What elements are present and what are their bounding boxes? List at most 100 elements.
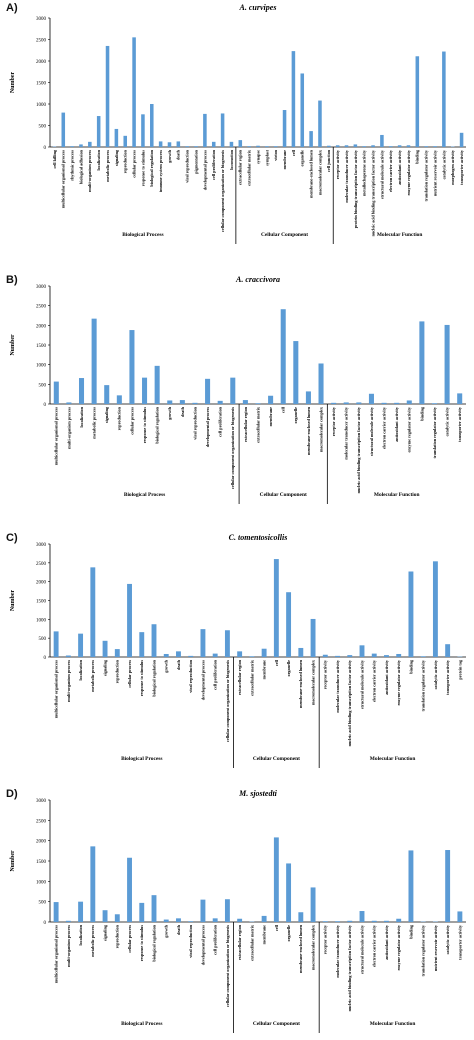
bar: [273, 146, 278, 147]
y-tick-label: 3000: [36, 799, 47, 804]
x-tick-label: response to stimulus: [139, 660, 144, 697]
bar: [442, 51, 446, 147]
bar: [78, 633, 84, 657]
x-tick-label: virion: [273, 149, 278, 160]
x-tick-label: cell: [274, 924, 279, 931]
x-tick-label: electron carrier activity: [372, 924, 377, 967]
x-tick-label: extracellular region: [238, 149, 243, 185]
x-tick-label: receptor activity: [335, 149, 340, 179]
x-tick-label: electron carrier activity: [388, 149, 393, 192]
x-tick-label: catalytic activity: [444, 406, 449, 436]
bar: [261, 648, 267, 657]
x-tick-label: nucleic acid binding transcription facto…: [356, 406, 361, 493]
x-tick-label: translation regulator activity: [432, 406, 437, 458]
x-tick-label: membrane: [262, 925, 267, 944]
bar: [268, 395, 274, 404]
y-axis-label: Number: [10, 72, 16, 94]
x-tick-label: structural molecule activity: [359, 659, 364, 709]
x-tick-label: binding: [408, 659, 413, 674]
x-tick-label: enzyme regulator activity: [406, 149, 411, 195]
x-tick-label: antioxidant activity: [394, 406, 399, 442]
x-tick-label: developmental process: [200, 925, 205, 966]
x-tick-label: biological adhesion: [78, 149, 83, 184]
chart-title: C. tomentosicollis: [229, 533, 288, 542]
x-tick-label: nucleic acid binding transcription facto…: [347, 924, 352, 1011]
x-tick-label: response to stimulus: [140, 150, 145, 187]
bar: [300, 73, 305, 147]
x-tick-label: cell killing: [52, 149, 57, 168]
x-tick-label: viral reproduction: [185, 149, 190, 182]
bar: [220, 113, 225, 147]
x-tick-label: cellular process: [127, 660, 132, 688]
bar: [344, 145, 349, 147]
x-tick-label: catalytic activity: [433, 659, 438, 689]
bar: [78, 901, 84, 922]
y-tick-label: 0: [44, 146, 47, 151]
bar: [298, 647, 304, 657]
bar: [335, 655, 340, 657]
x-tick-label: response to stimulus: [142, 407, 147, 444]
x-tick-label: reproduction: [115, 659, 120, 683]
x-tick-label: macromolecular complex: [310, 659, 315, 705]
x-tick-label: membrane-enclosed lumen: [298, 924, 303, 973]
x-tick-label: symplast: [264, 149, 269, 165]
bar: [327, 145, 331, 147]
x-tick-label: growth: [167, 149, 172, 162]
bar: [102, 640, 108, 657]
bar: [114, 914, 120, 922]
bar: [127, 583, 132, 657]
bar: [230, 377, 236, 404]
x-tick-label: structural molecule activity: [369, 406, 374, 456]
bar: [362, 146, 366, 147]
x-tick-label: developmental process: [202, 150, 207, 191]
x-tick-label: macromolecular complex: [317, 149, 322, 195]
bar: [406, 145, 411, 147]
panel-d: D) M. sjostedti Number 0 500 1000 1500 2000 250…: [0, 786, 474, 1036]
bar: [420, 656, 426, 657]
bar: [150, 104, 154, 147]
bar: [242, 400, 248, 404]
y-tick-label: 2000: [36, 60, 47, 65]
bar: [116, 395, 122, 404]
x-tick-label: signaling: [102, 924, 107, 941]
x-tick-label: cellular process: [131, 150, 136, 178]
panel-c-label: C): [6, 532, 18, 544]
x-tick-label: transporter activity: [457, 406, 462, 442]
x-tick-label: cellular component organization or bioge…: [220, 150, 225, 232]
bar: [179, 400, 185, 404]
bar: [347, 655, 353, 657]
x-tick-label: transporter activity: [457, 924, 462, 960]
x-tick-label: translation regulator activity: [424, 149, 429, 201]
x-tick-label: binding: [408, 924, 413, 939]
bar: [154, 365, 160, 404]
group-label: Cellular Component: [253, 756, 300, 762]
bar: [237, 918, 243, 922]
y-tick-label: 1000: [36, 618, 47, 623]
x-tick-label: catalytic activity: [445, 924, 450, 954]
panel-a-label: A): [6, 2, 18, 14]
bar: [384, 920, 389, 922]
bar: [212, 918, 218, 922]
group-label: Cellular Component: [253, 1021, 300, 1027]
bar: [384, 655, 389, 657]
bar: [224, 899, 230, 922]
x-tick-label: viral reproduction: [188, 659, 193, 692]
group-label: Molecular Function: [374, 492, 420, 498]
bar: [176, 651, 181, 657]
bar: [129, 330, 135, 404]
x-tick-label: protein binding transcription factor act…: [353, 149, 358, 228]
bar: [415, 56, 420, 147]
bar: [343, 402, 349, 404]
bar: [282, 110, 287, 147]
y-tick-label: 500: [39, 125, 47, 130]
x-tick-label: binding: [415, 149, 420, 164]
x-tick-label: cellular component organization or bioge…: [230, 407, 235, 489]
x-tick-label: enzyme regulator activity: [407, 406, 412, 452]
bar: [104, 385, 110, 404]
bar: [237, 651, 243, 657]
y-tick-label: 3000: [36, 543, 47, 548]
bar: [217, 400, 223, 404]
bar: [127, 857, 132, 922]
y-tick-label: 0: [44, 921, 47, 926]
bar: [200, 899, 206, 922]
